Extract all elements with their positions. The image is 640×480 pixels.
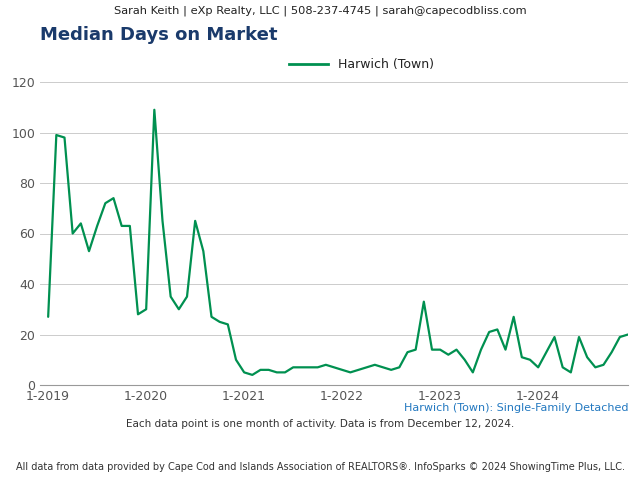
Text: Each data point is one month of activity. Data is from December 12, 2024.: Each data point is one month of activity… bbox=[126, 419, 514, 429]
Text: Sarah Keith | eXp Realty, LLC | 508-237-4745 | sarah@capecodbliss.com: Sarah Keith | eXp Realty, LLC | 508-237-… bbox=[114, 6, 526, 16]
Text: Harwich (Town): Harwich (Town) bbox=[334, 58, 434, 71]
Text: Median Days on Market: Median Days on Market bbox=[40, 26, 278, 44]
Text: All data from data provided by Cape Cod and Islands Association of REALTORS®. In: All data from data provided by Cape Cod … bbox=[15, 462, 625, 472]
Text: Harwich (Town): Single-Family Detached: Harwich (Town): Single-Family Detached bbox=[403, 403, 628, 413]
